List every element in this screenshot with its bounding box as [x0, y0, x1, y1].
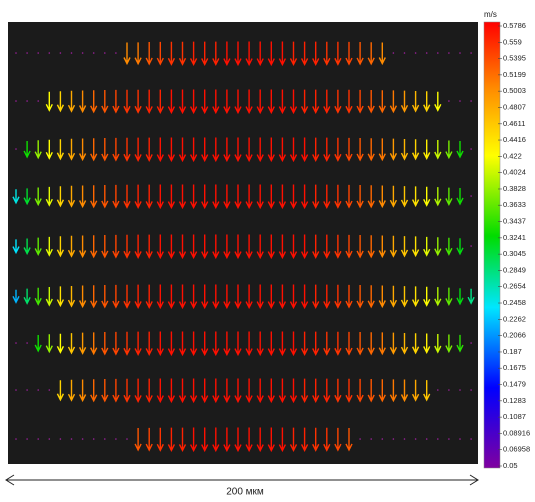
colorbar-tick-label: 0.1479: [503, 379, 526, 388]
tiny-vector: [459, 438, 461, 440]
tiny-vector: [15, 389, 17, 391]
tiny-vector: [60, 438, 62, 440]
tiny-vector: [71, 438, 73, 440]
tiny-vector: [26, 438, 28, 440]
colorbar: [484, 22, 500, 468]
colorbar-tick-label: 0.2458: [503, 298, 526, 307]
colorbar-tick-label: 0.5003: [503, 86, 526, 95]
colorbar-tick-label: 0.2262: [503, 314, 526, 323]
tiny-vector: [437, 389, 439, 391]
scale-label: 200 мкм: [226, 487, 264, 497]
tiny-vector: [82, 52, 84, 54]
tiny-vector: [26, 100, 28, 102]
tiny-vector: [404, 52, 406, 54]
colorbar-tick-label: 0.06958: [503, 445, 530, 454]
colorbar-tick-label: 0.559: [503, 37, 522, 46]
tiny-vector: [470, 245, 472, 247]
tiny-vector: [470, 148, 472, 150]
tiny-vector: [104, 438, 106, 440]
figure: m/s 200 мкм 0.5786 0.559 0.5395 0.5199 0.500…: [0, 0, 535, 497]
tiny-vector: [15, 342, 17, 344]
colorbar-tick-label: 0.3437: [503, 217, 526, 226]
colorbar-tick-label: 0.3241: [503, 233, 526, 242]
tiny-vector: [49, 438, 51, 440]
tiny-vector: [393, 438, 395, 440]
tiny-vector: [37, 389, 39, 391]
tiny-vector: [49, 389, 51, 391]
colorbar-tick-label: 0.1675: [503, 363, 526, 372]
tiny-vector: [470, 100, 472, 102]
tiny-vector: [82, 438, 84, 440]
colorbar-tick-label: 0.422: [503, 151, 522, 160]
tiny-vector: [426, 438, 428, 440]
colorbar-tick-label: 0.4611: [503, 119, 525, 128]
page: m/s 200 мкм 0.5786 0.559 0.5395 0.5199 0.500…: [0, 0, 535, 502]
tiny-vector: [93, 52, 95, 54]
tiny-vector: [437, 52, 439, 54]
tiny-vector: [15, 52, 17, 54]
colorbar-tick-label: 0.08916: [503, 428, 530, 437]
colorbar-tick-label: 0.187: [503, 347, 522, 356]
colorbar-tick-label: 0.05: [503, 461, 518, 470]
colorbar-tick-label: 0.3828: [503, 184, 526, 193]
tiny-vector: [115, 52, 117, 54]
colorbar-tick-label: 0.4416: [503, 135, 526, 144]
tiny-vector: [37, 438, 39, 440]
tiny-vector: [370, 438, 372, 440]
scale-arrow: [6, 475, 478, 485]
tiny-vector: [459, 389, 461, 391]
tiny-vector: [426, 52, 428, 54]
tiny-vector: [15, 438, 17, 440]
tiny-vector: [448, 438, 450, 440]
tiny-vector: [404, 438, 406, 440]
tiny-vector: [15, 100, 17, 102]
colorbar-tick-label: 0.5786: [503, 21, 526, 30]
colorbar-tick-label: 0.5199: [503, 70, 526, 79]
tiny-vector: [26, 342, 28, 344]
tiny-vector: [415, 52, 417, 54]
tiny-vector: [437, 438, 439, 440]
tiny-vector: [359, 438, 361, 440]
tiny-vector: [71, 52, 73, 54]
colorbar-tick-label: 0.4024: [503, 168, 526, 177]
tiny-vector: [470, 389, 472, 391]
colorbar-unit: m/s: [484, 10, 497, 19]
colorbar-tick-label: 0.4807: [503, 102, 526, 111]
tiny-vector: [37, 52, 39, 54]
colorbar-tick-label: 0.3633: [503, 200, 526, 209]
tiny-vector: [93, 438, 95, 440]
tiny-vector: [104, 52, 106, 54]
colorbar-tick-label: 0.5395: [503, 54, 526, 63]
tiny-vector: [470, 438, 472, 440]
tiny-vector: [470, 342, 472, 344]
tiny-vector: [459, 100, 461, 102]
colorbar-tick-label: 0.2849: [503, 265, 526, 274]
tiny-vector: [470, 195, 472, 197]
colorbar-tick-label: 0.3045: [503, 249, 526, 258]
tiny-vector: [382, 438, 384, 440]
colorbar-tick-label: 0.2066: [503, 331, 526, 340]
tiny-vector: [448, 52, 450, 54]
tiny-vector: [26, 52, 28, 54]
tiny-vector: [15, 148, 17, 150]
tiny-vector: [448, 389, 450, 391]
tiny-vector: [393, 52, 395, 54]
tiny-vector: [115, 438, 117, 440]
tiny-vector: [49, 52, 51, 54]
tiny-vector: [470, 52, 472, 54]
colorbar-tick-label: 0.2654: [503, 282, 526, 291]
tiny-vector: [37, 100, 39, 102]
tiny-vector: [459, 52, 461, 54]
tiny-vector: [126, 438, 128, 440]
colorbar-tick-label: 0.1087: [503, 412, 526, 421]
tiny-vector: [60, 52, 62, 54]
tiny-vector: [448, 100, 450, 102]
tiny-vector: [26, 389, 28, 391]
image-panel: [8, 22, 478, 464]
tiny-vector: [415, 438, 417, 440]
colorbar-tick-label: 0.1283: [503, 396, 526, 405]
